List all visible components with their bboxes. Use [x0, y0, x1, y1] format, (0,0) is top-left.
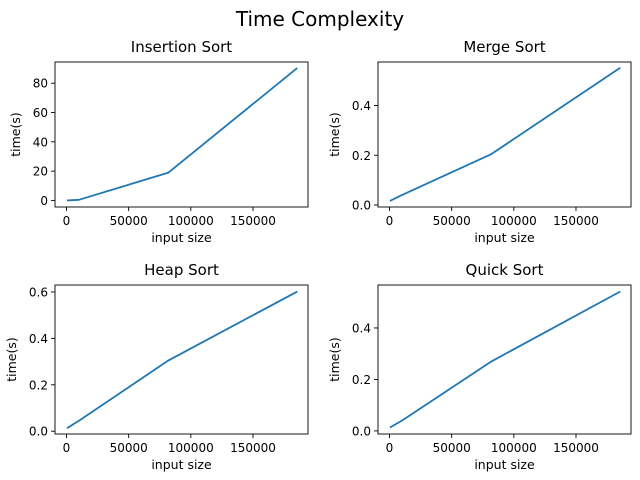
subplot-2: Merge Sort 0 50000 100000 150000 0.0 0.2 0.4 inp… — [327, 38, 632, 245]
axes-frame — [377, 61, 632, 208]
x-tick-label: 150000 — [553, 214, 599, 228]
y-tick-label: 0.0 — [29, 425, 48, 439]
x-tick-label: 0 — [63, 441, 71, 455]
subplot-3: Heap Sort 0 50000 100000 150000 0.0 0.2 0.4 0.6 i… — [4, 261, 309, 472]
y-tick-label: 0.0 — [352, 199, 371, 213]
x-tick-label: 50000 — [433, 214, 471, 228]
series-line-1 — [389, 66, 621, 202]
y-tick-label: 0.2 — [29, 378, 48, 392]
x-axis-label: input size — [474, 230, 535, 245]
subplot-title: Heap Sort — [144, 261, 219, 279]
subplot-1: Insertion Sort 0 50000 100000 150000 0 20 40 60 8… — [8, 38, 309, 245]
axes-frame — [54, 284, 309, 435]
x-tick-label: 150000 — [553, 441, 599, 455]
x-tick-label: 100000 — [491, 441, 537, 455]
series-line-1 — [66, 290, 298, 429]
y-tick-label: 0.4 — [29, 332, 48, 346]
y-tick-label: 0.4 — [352, 99, 371, 113]
y-axis-label: time(s) — [327, 337, 342, 382]
x-tick-label: 50000 — [110, 214, 148, 228]
x-tick-label: 100000 — [168, 441, 214, 455]
y-axis-label: time(s) — [8, 112, 23, 157]
x-axis-label: input size — [151, 457, 212, 472]
subplot-title: Merge Sort — [463, 38, 545, 56]
axes-frame — [54, 61, 309, 208]
series-line-1 — [389, 290, 621, 429]
y-tick-label: 0.2 — [352, 373, 371, 387]
subplot-title: Insertion Sort — [131, 38, 233, 56]
y-axis-label: time(s) — [4, 337, 19, 382]
y-tick-label: 0 — [40, 194, 48, 208]
subplot-title: Quick Sort — [466, 261, 544, 279]
x-tick-label: 0 — [386, 441, 394, 455]
x-tick-label: 150000 — [230, 214, 276, 228]
x-tick-label: 0 — [386, 214, 394, 228]
x-axis-label: input size — [151, 230, 212, 245]
figure-title: Time Complexity — [235, 7, 404, 31]
x-tick-label: 0 — [63, 214, 71, 228]
x-axis-label: input size — [474, 457, 535, 472]
y-tick-label: 0.2 — [352, 149, 371, 163]
x-tick-label: 50000 — [110, 441, 148, 455]
x-tick-label: 50000 — [433, 441, 471, 455]
x-tick-label: 150000 — [230, 441, 276, 455]
y-tick-label: 40 — [33, 135, 48, 149]
x-tick-label: 100000 — [168, 214, 214, 228]
x-tick-label: 100000 — [491, 214, 537, 228]
y-tick-label: 0.6 — [29, 285, 48, 299]
subplot-4: Quick Sort 0 50000 100000 150000 0.0 0.2 0.4 inp… — [327, 261, 632, 472]
y-tick-label: 0.4 — [352, 321, 371, 335]
y-axis-label: time(s) — [327, 112, 342, 157]
y-tick-label: 80 — [33, 77, 48, 91]
series-line-1 — [66, 67, 298, 202]
axes-frame — [377, 284, 632, 435]
y-tick-label: 0.0 — [352, 424, 371, 438]
y-tick-label: 60 — [33, 106, 48, 120]
y-tick-label: 20 — [33, 165, 48, 179]
